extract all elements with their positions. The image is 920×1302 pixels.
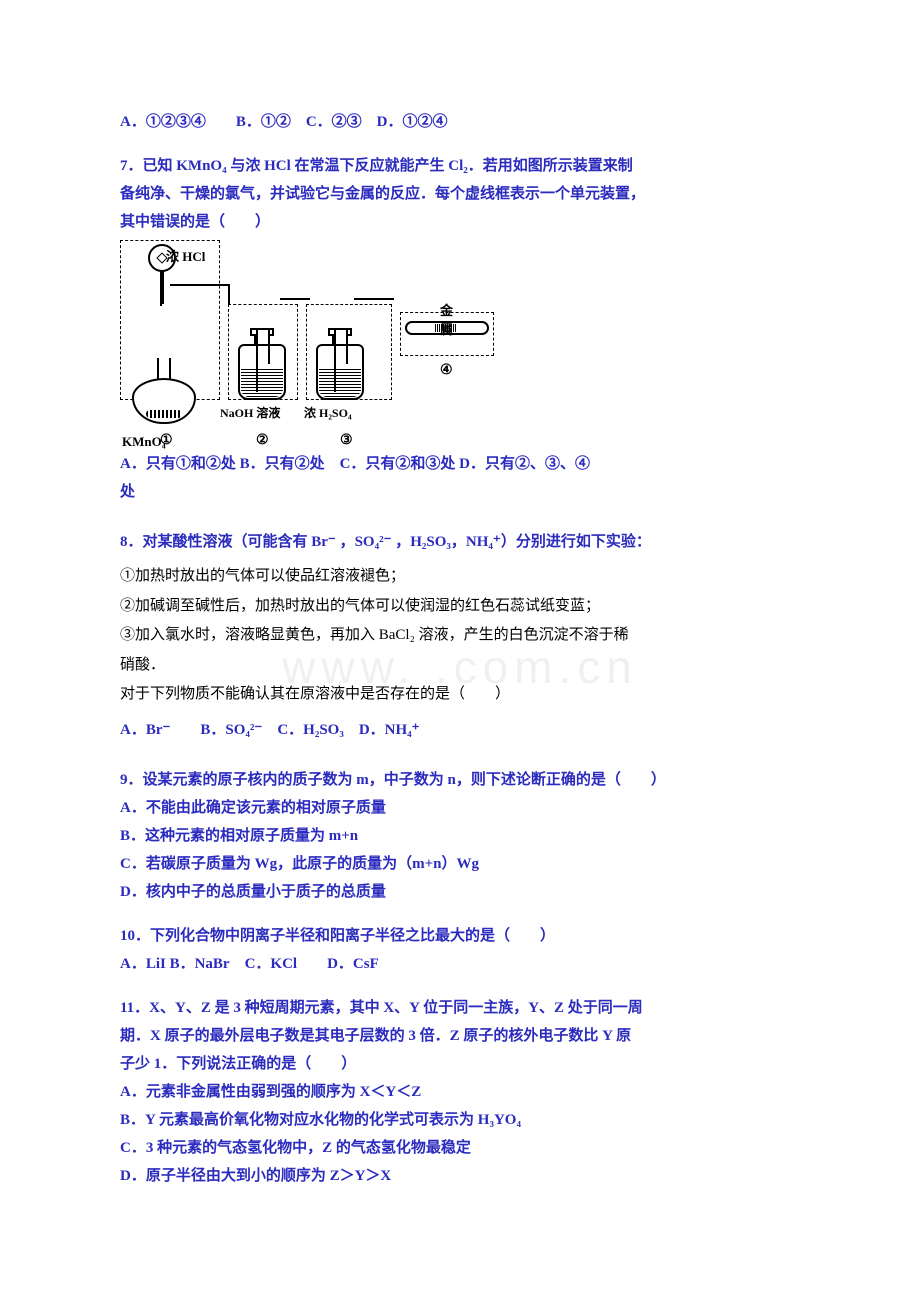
q8-stem: 8．对某酸性溶液（可能含有 Br⁻ ，SO₄²⁻ ，H₂SO₃，NH₄⁺）分别进… — [120, 530, 800, 554]
q6-options: A．①②③④ B．①② C．②③ D．①②④ — [120, 110, 800, 134]
round-flask — [132, 360, 196, 424]
tube — [228, 286, 230, 304]
q9-d: D．核内中子的总质量小于质子的总质量 — [120, 880, 800, 904]
q11-b: B．Y 元素最高价氧化物对应水化物的化学式可表示为 H₃YO₄ — [120, 1108, 800, 1132]
num-4: ④ — [440, 362, 453, 379]
hcl-label: 浓 HCl — [166, 246, 205, 265]
num-2: ② — [256, 432, 269, 449]
q8-line-3b: 硝酸． — [120, 653, 800, 679]
q7-options-2: 处 — [120, 480, 800, 504]
q7-stem-2: 备纯净、干燥的氯气，并试验它与金属的反应．每个虚线框表示一个单元装置， — [120, 182, 800, 206]
num-3: ③ — [340, 432, 353, 449]
q9-stem: 9．设某元素的原子核内的质子数为 m，中子数为 n，则下述论断正确的是（ ） — [120, 768, 800, 792]
q8-ask: 对于下列物质不能确认其在原溶液中是否存在的是（ ） — [120, 682, 800, 708]
q7-options-1: A．只有①和②处 B．只有②处 C．只有②和③处 D．只有②、③、④ — [120, 452, 800, 476]
wash-bottle-naoh — [238, 330, 286, 400]
q8-line-3a: ③加入氯水时，溶液略显黄色，再加入 BaCl₂ 溶液，产生的白色沉淀不溶于稀 — [120, 623, 800, 649]
tube — [170, 284, 230, 286]
metal-label: 金属 — [440, 300, 453, 338]
q11-c: C．3 种元素的气态氢化物中，Z 的气态氢化物最稳定 — [120, 1136, 800, 1160]
q7-stem-1: 7．已知 KMnO₄ 与浓 HCl 在常温下反应就能产生 Cl₂．若用如图所示装… — [120, 154, 800, 178]
tube — [160, 284, 162, 306]
q11-s1: 11．X、Y、Z 是 3 种短周期元素，其中 X、Y 位于同一主族，Y、Z 处于… — [120, 996, 800, 1020]
num-1: ① — [160, 432, 173, 449]
q8-line-2: ②加碱调至碱性后，加热时放出的气体可以使润湿的红色石蕊试纸变蓝； — [120, 594, 800, 620]
q9-b: B．这种元素的相对原子质量为 m+n — [120, 824, 800, 848]
q9-a: A．不能由此确定该元素的相对原子质量 — [120, 796, 800, 820]
q8-line-1: ①加热时放出的气体可以使品红溶液褪色； — [120, 564, 800, 590]
unit-numbers: ① ② ③ ④ — [120, 432, 800, 452]
q11-a: A．元素非金属性由弱到强的顺序为 X＜Y＜Z — [120, 1080, 800, 1104]
tube — [354, 298, 394, 300]
h2so4-label: 浓 H₂SO₄ — [304, 404, 352, 421]
q10-stem: 10．下列化合物中阴离子半径和阳离子半径之比最大的是（ ） — [120, 924, 800, 948]
wash-bottle-h2so4 — [316, 330, 364, 400]
q7-stem-3: 其中错误的是（ ） — [120, 210, 800, 234]
q8-options: A．Br⁻ B．SO₄²⁻ C．H₂SO₃ D．NH₄⁺ — [120, 718, 800, 742]
naoh-label: NaOH 溶液 — [220, 404, 280, 421]
q11-s2: 期．X 原子的最外层电子数是其电子层数的 3 倍．Z 原子的核外电子数比 Y 原 — [120, 1024, 800, 1048]
q10-options: A．LiI B．NaBr C．KCl D．CsF — [120, 952, 800, 976]
q7-apparatus-figure: 浓 HCl KMnO₄ 金属 NaOH 溶液 浓 H₂SO₄ — [120, 240, 430, 430]
tube — [280, 298, 310, 300]
q11-d: D．原子半径由大到小的顺序为 Z＞Y＞X — [120, 1164, 800, 1188]
q9-c: C．若碳原子质量为 Wg，此原子的质量为（m+n）Wg — [120, 852, 800, 876]
q11-s3: 子少 1．下列说法正确的是（ ） — [120, 1052, 800, 1076]
